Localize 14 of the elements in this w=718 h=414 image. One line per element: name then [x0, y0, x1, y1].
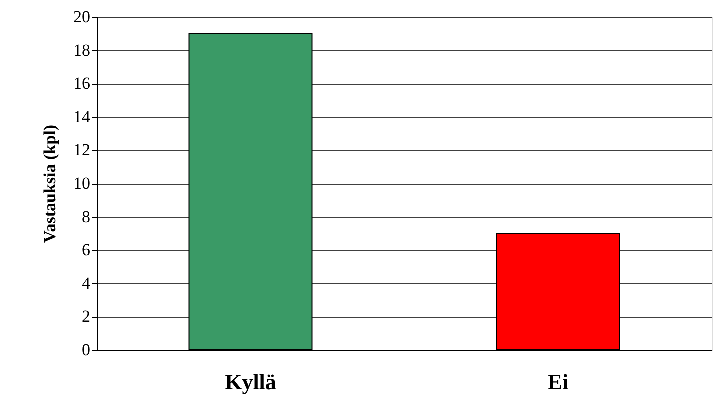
y-tick-label: 12: [74, 140, 90, 160]
y-tick-label: 2: [82, 307, 90, 326]
y-axis-title: Vastauksia (kpl): [40, 125, 60, 243]
x-tick-label: Kyllä: [225, 370, 276, 394]
y-tick-label: 8: [82, 207, 90, 226]
y-tick-label: 18: [74, 40, 90, 60]
x-tick-label: Ei: [548, 370, 569, 394]
y-tick-label: 20: [74, 8, 90, 26]
y-tick-label: 4: [82, 274, 91, 293]
y-tick-label: 16: [74, 74, 90, 94]
y-tick-label: 0: [82, 340, 90, 360]
y-tick-label: 10: [74, 174, 90, 193]
y-tick-label: 6: [82, 240, 90, 260]
y-tick-label: 14: [74, 107, 91, 126]
